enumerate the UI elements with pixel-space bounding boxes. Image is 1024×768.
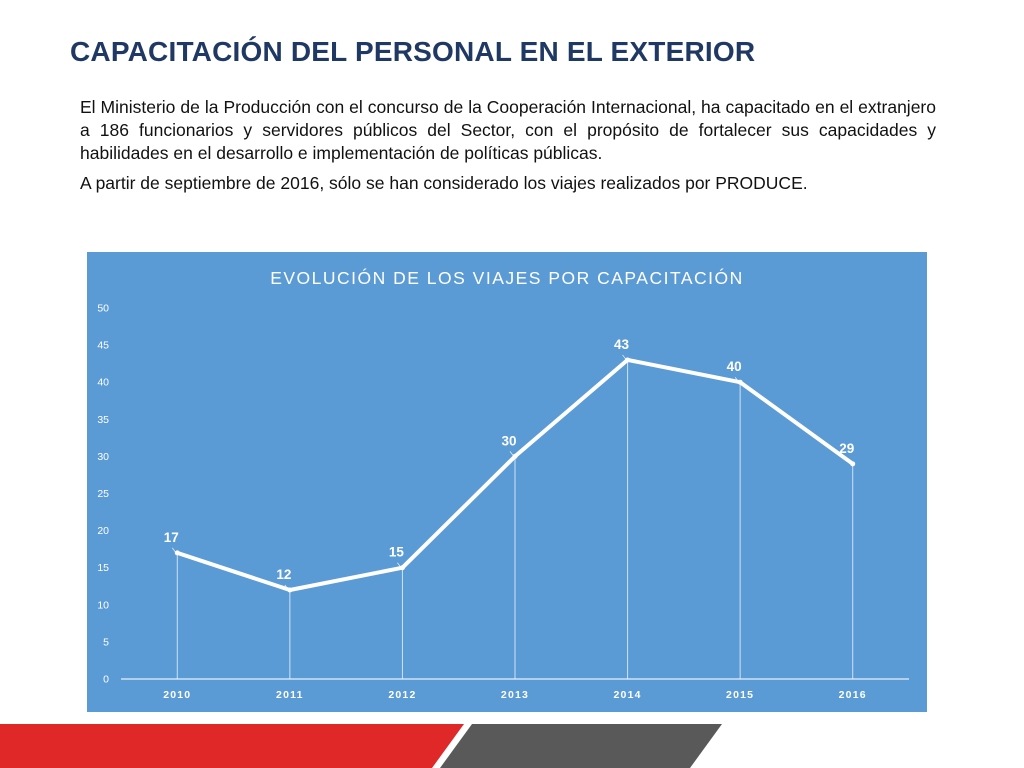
- y-tick-label: 10: [97, 599, 109, 611]
- data-label-leader: [284, 584, 289, 590]
- data-label: 43: [614, 337, 630, 352]
- y-tick-label: 0: [103, 674, 109, 686]
- y-tick-label: 15: [97, 562, 109, 574]
- x-tick-label: 2013: [501, 689, 529, 701]
- y-tick-label: 25: [97, 488, 109, 500]
- body-text: El Ministerio de la Producción con el co…: [80, 96, 936, 195]
- red-stripe: [0, 724, 464, 768]
- data-label: 15: [389, 545, 405, 560]
- data-label-leader: [171, 547, 176, 553]
- data-label-leader: [847, 458, 852, 464]
- y-tick-label: 30: [97, 451, 109, 463]
- x-tick-label: 2010: [163, 689, 191, 701]
- data-label: 40: [727, 359, 742, 374]
- data-label-leader: [622, 354, 626, 360]
- y-tick-label: 50: [97, 303, 109, 315]
- data-point: [174, 550, 180, 556]
- data-point: [850, 461, 856, 467]
- y-tick-label: 40: [97, 377, 109, 389]
- data-label: 30: [501, 433, 516, 448]
- note-paragraph: A partir de septiembre de 2016, sólo se …: [80, 173, 808, 193]
- chart-plot-area: 0 5 10 15 20 25 30 35 40 45 50 2010 2011 2012 2013 2014…: [97, 303, 909, 701]
- x-tick-label: 2016: [839, 689, 867, 701]
- y-tick-label: 5: [103, 636, 109, 648]
- chart-panel: EVOLUCIÓN DE LOS VIAJES POR CAPACITACIÓN…: [87, 252, 927, 712]
- y-tick-label: 35: [97, 414, 109, 426]
- y-tick-label: 45: [97, 340, 109, 352]
- y-tick-label: 20: [97, 525, 109, 537]
- data-label-leader: [509, 451, 514, 456]
- data-label-leader: [734, 376, 739, 382]
- data-point: [399, 565, 405, 571]
- x-tick-label: 2011: [276, 689, 304, 701]
- data-label: 12: [276, 567, 291, 582]
- gray-stripe: [440, 724, 722, 768]
- data-label: 29: [839, 441, 854, 456]
- intro-paragraph: El Ministerio de la Producción con el co…: [80, 97, 936, 163]
- data-label: 17: [164, 530, 179, 545]
- slide-title: CAPACITACIÓN DEL PERSONAL EN EL EXTERIOR: [70, 36, 756, 67]
- data-point: [737, 379, 743, 385]
- data-point: [625, 357, 631, 363]
- chart-title: EVOLUCIÓN DE LOS VIAJES POR CAPACITACIÓN: [270, 267, 744, 288]
- line-chart: EVOLUCIÓN DE LOS VIAJES POR CAPACITACIÓN…: [97, 267, 909, 701]
- x-tick-label: 2014: [613, 689, 641, 701]
- x-tick-label: 2015: [726, 689, 754, 701]
- x-tick-label: 2012: [388, 689, 416, 701]
- data-point: [512, 453, 518, 459]
- bottom-decor-band: [0, 724, 722, 768]
- data-label-leader: [397, 562, 401, 567]
- data-point: [287, 587, 293, 593]
